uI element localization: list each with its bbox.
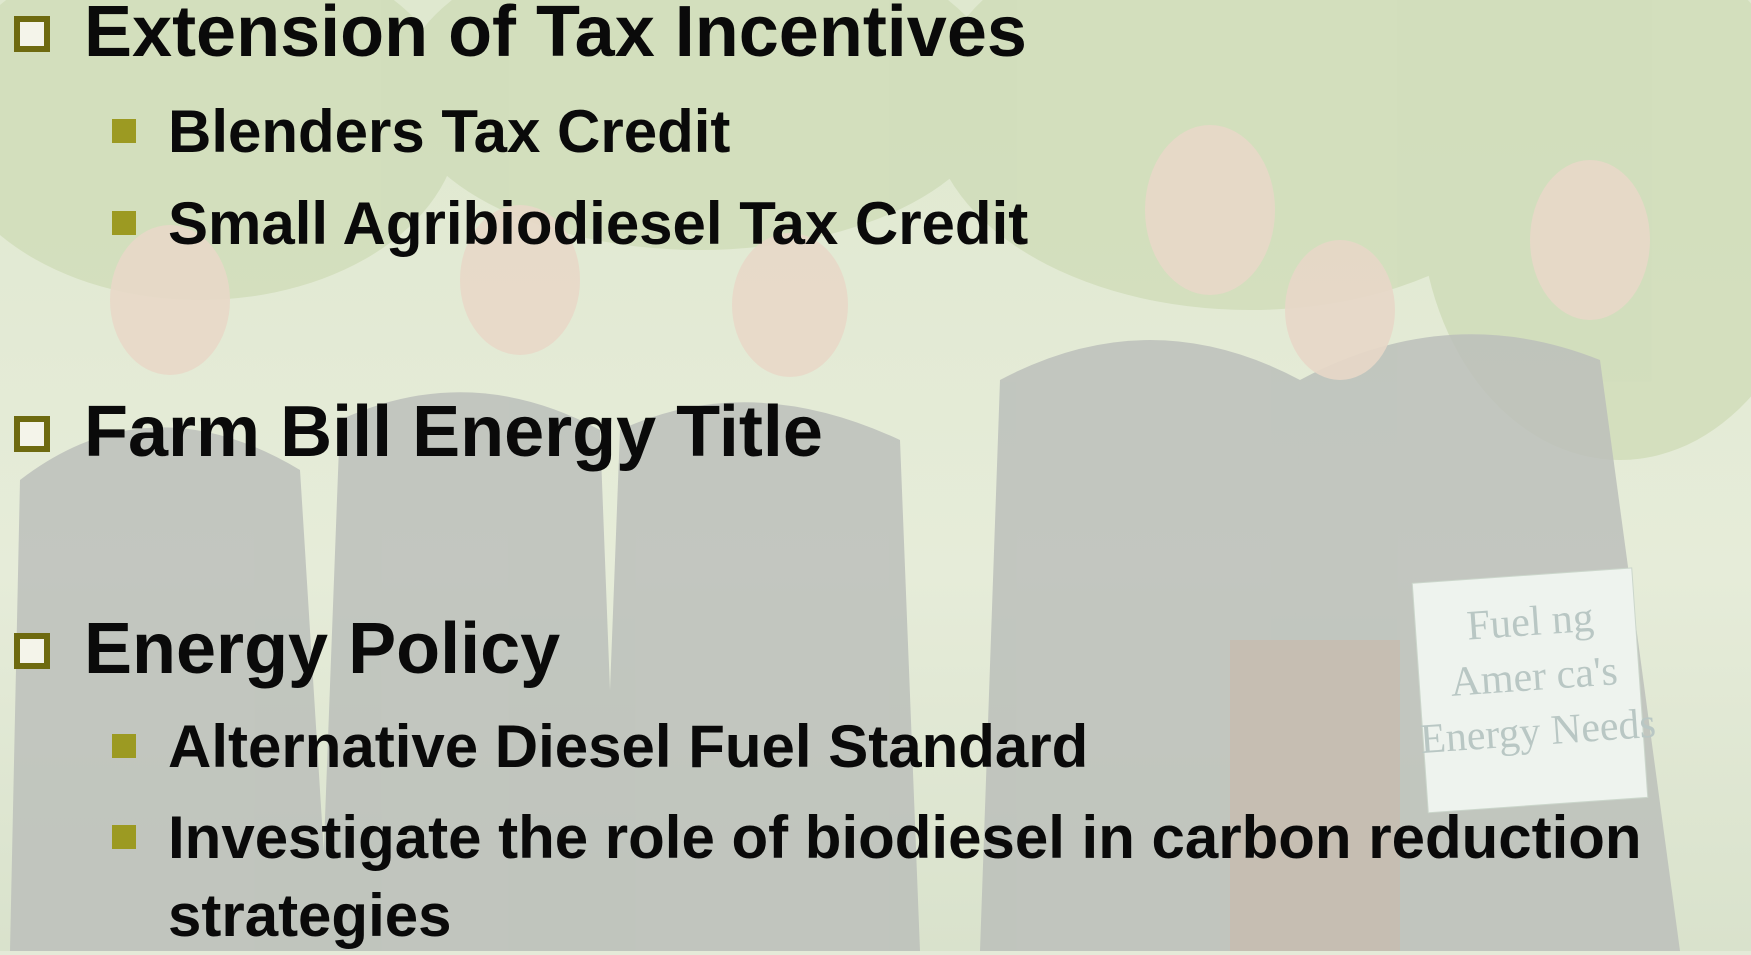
square-bullet (112, 734, 136, 758)
square-bullet (112, 825, 136, 849)
hollow-bullet (14, 416, 50, 452)
slide: Fuel ngAmer ca'sEnergy Needs (() => { co… (0, 0, 1751, 951)
sub-item: Alternative Diesel Fuel Standard (168, 711, 1748, 783)
square-bullet (112, 119, 136, 143)
heading: Extension of Tax Incentives (84, 0, 1744, 75)
square-bullet (112, 211, 136, 235)
hollow-bullet (14, 16, 50, 52)
heading: Energy Policy (84, 606, 1744, 692)
heading: Farm Bill Energy Title (84, 389, 1744, 475)
sub-item: Blenders Tax Credit (168, 96, 1748, 168)
sub-item: Small Agribiodiesel Tax Credit (168, 188, 1748, 260)
hollow-bullet (14, 633, 50, 669)
sub-item: Investigate the role of biodiesel in car… (168, 799, 1748, 955)
